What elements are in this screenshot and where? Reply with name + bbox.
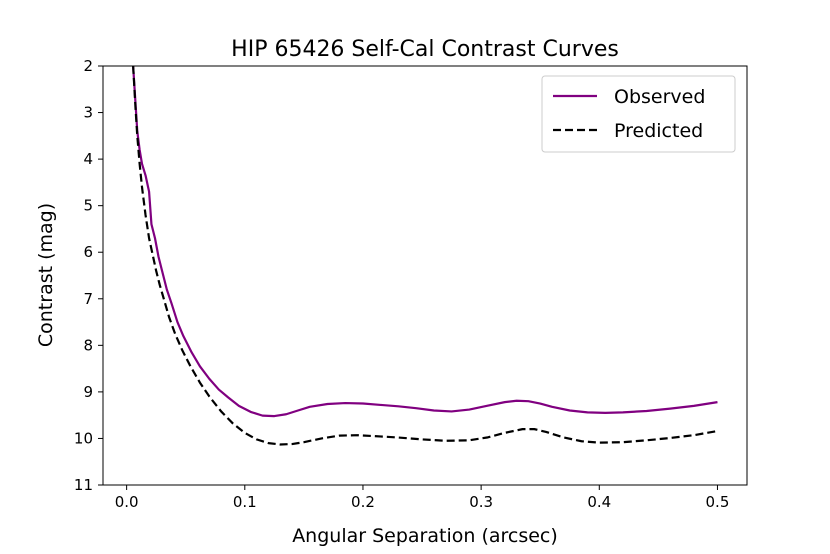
y-tick-label: 10 — [74, 429, 93, 447]
x-tick-label: 0.2 — [351, 493, 375, 511]
legend: Observed Predicted — [541, 75, 736, 153]
x-tick-label: 0.5 — [706, 493, 730, 511]
y-axis-label: Contrast (mag) — [35, 203, 57, 347]
y-tick-label: 4 — [83, 150, 93, 168]
x-tick-label: 0.0 — [115, 493, 139, 511]
y-tick-label: 3 — [83, 104, 93, 122]
y-tick-label: 6 — [83, 243, 93, 261]
legend-observed-label: Observed — [614, 86, 705, 108]
legend-predicted-label: Predicted — [614, 120, 703, 142]
series-line-predicted — [132, 66, 718, 446]
y-tick-label: 11 — [74, 476, 93, 494]
plot-frame — [102, 65, 748, 486]
y-tick-label: 8 — [83, 336, 93, 354]
x-axis: 0.0 0.1 0.2 0.3 0.4 0.5 — [115, 485, 730, 511]
plot-lines — [132, 66, 718, 446]
x-tick-label: 0.1 — [233, 493, 257, 511]
x-tick-label: 0.3 — [469, 493, 493, 511]
chart-title: HIP 65426 Self-Cal Contrast Curves — [231, 37, 619, 62]
x-axis-label: Angular Separation (arcsec) — [292, 525, 558, 547]
y-axis: 2 3 4 5 6 7 8 9 10 11 — [74, 57, 103, 494]
y-tick-label: 2 — [83, 57, 93, 75]
y-tick-label: 7 — [83, 290, 93, 308]
y-tick-label: 9 — [83, 383, 93, 401]
x-tick-label: 0.4 — [587, 493, 611, 511]
y-tick-label: 5 — [83, 197, 93, 215]
series-line-observed — [132, 66, 718, 418]
